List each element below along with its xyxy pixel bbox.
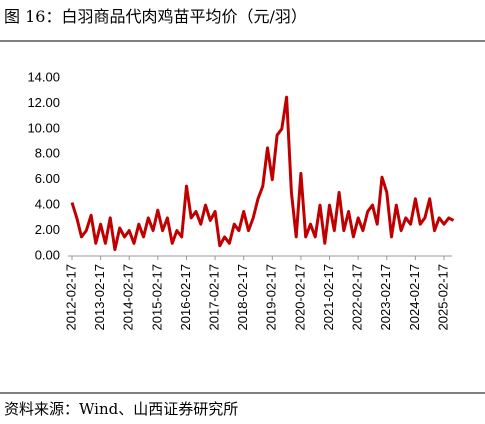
- x-tick-label: 2025-02-17: [435, 264, 450, 331]
- x-tick-label: 2018-02-17: [235, 264, 250, 331]
- y-tick-label: 12.00: [27, 95, 60, 110]
- x-tick-label: 2022-02-17: [350, 264, 365, 331]
- y-tick-label: 4.00: [35, 197, 60, 212]
- x-tick-label: 2015-02-17: [149, 264, 164, 331]
- chart-title: 图 16：白羽商品代肉鸡苗平均价（元/羽）: [4, 7, 307, 26]
- x-tick-label: 2020-02-17: [292, 264, 307, 331]
- y-tick-label: 0.00: [35, 247, 60, 262]
- y-tick-label: 14.00: [27, 69, 60, 84]
- x-tick-label: 2016-02-17: [178, 264, 193, 331]
- x-tick-label: 2019-02-17: [264, 264, 279, 331]
- source-note: 资料来源：Wind、山西证券研究所: [4, 400, 238, 418]
- y-tick-label: 10.00: [27, 120, 60, 135]
- y-tick-label: 6.00: [35, 171, 60, 186]
- x-tick-label: 2024-02-17: [407, 264, 422, 331]
- x-tick-label: 2023-02-17: [378, 264, 393, 331]
- line-series: [70, 95, 455, 252]
- x-tick-label: 2014-02-17: [121, 264, 136, 331]
- y-tick-label: 2.00: [35, 222, 60, 237]
- x-tick-label: 2012-02-17: [63, 264, 78, 331]
- x-tick-label: 2017-02-17: [207, 264, 222, 331]
- x-tick-label: 2021-02-17: [321, 264, 336, 331]
- x-tick-label: 2013-02-17: [92, 264, 107, 331]
- y-tick-label: 8.00: [35, 146, 60, 161]
